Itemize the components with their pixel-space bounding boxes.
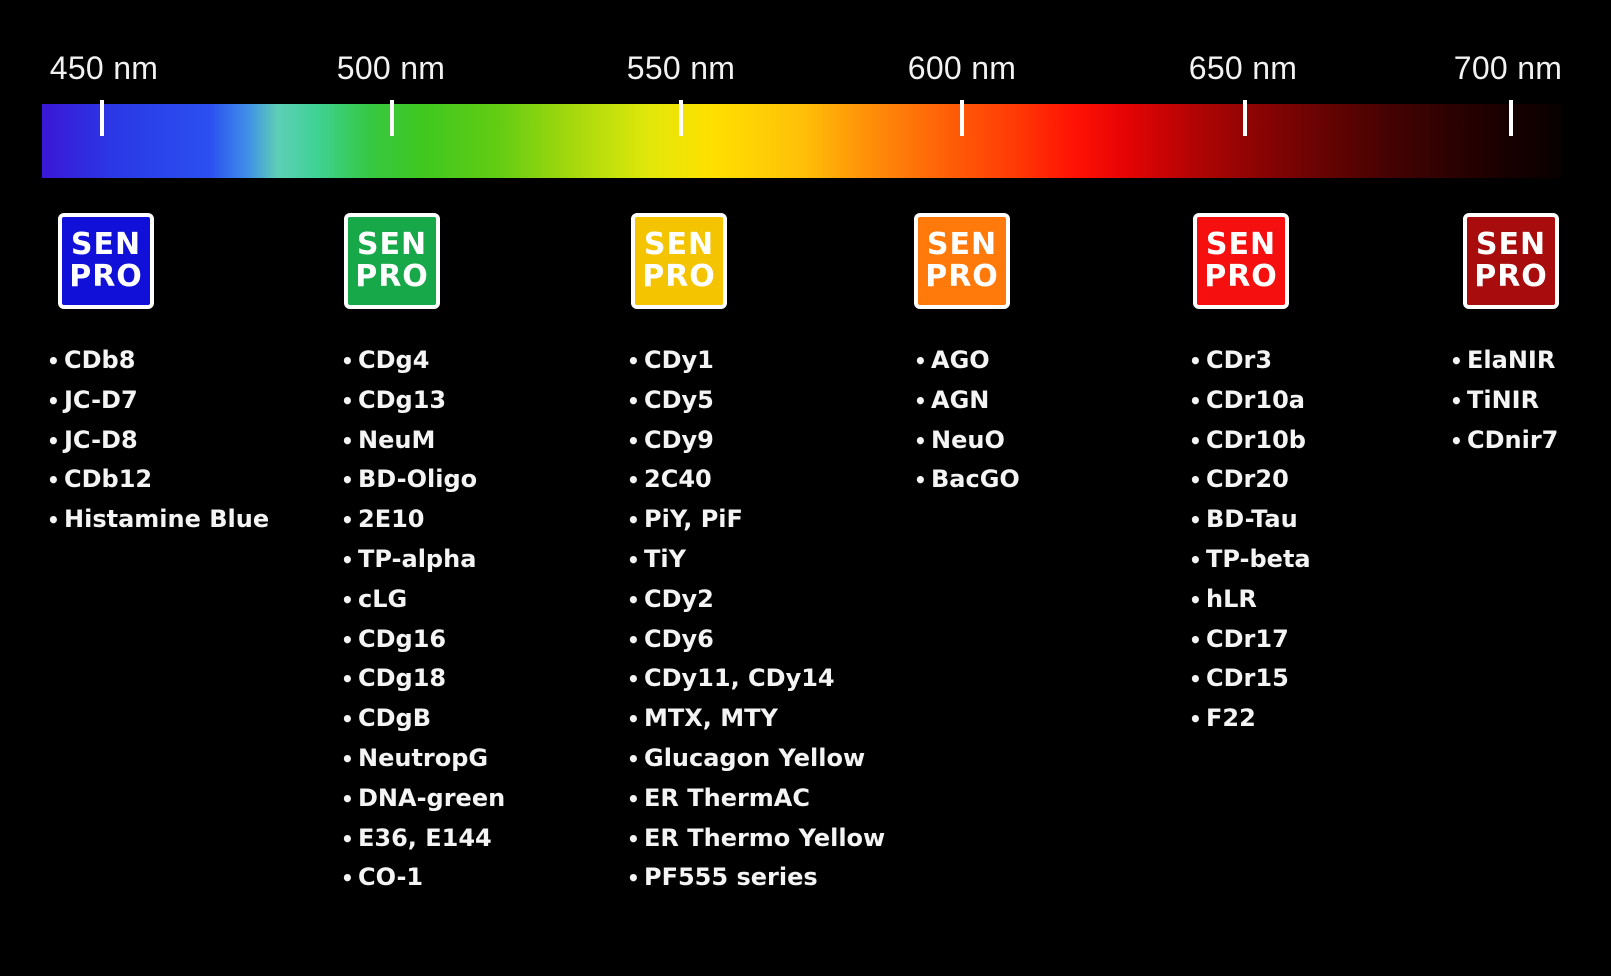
dye-list-item: ER Thermo Yellow (627, 821, 885, 861)
dye-list-item: CDy1 (627, 343, 885, 383)
dye-list-item: NeutropG (341, 741, 505, 781)
badge-line1: SEN (643, 227, 715, 262)
dye-list-item: CDnir7 (1450, 423, 1558, 463)
dye-list-item: CDy9 (627, 423, 885, 463)
dye-list-item: 2E10 (341, 502, 505, 542)
badge-line2: PRO (355, 259, 429, 294)
dye-list-item: NeuO (914, 423, 1020, 463)
badge-line1: SEN (70, 227, 142, 262)
color-spectrum-bar (42, 104, 1562, 178)
dye-list-orange: AGOAGNNeuOBacGO (914, 343, 1020, 502)
wavelength-label-500: 500 nm (336, 50, 446, 86)
dye-list-green: CDg4CDg13NeuMBD-Oligo2E10TP-alphacLGCDg1… (341, 343, 505, 900)
dye-list-item: CDr20 (1189, 462, 1311, 502)
senpro-badge-green: SEN PRO (344, 213, 440, 309)
dye-list-item: CDy2 (627, 582, 885, 622)
dye-list-item: TP-alpha (341, 542, 505, 582)
wavelength-label-550: 550 nm (626, 50, 736, 86)
senpro-badge-yellow: SEN PRO (631, 213, 727, 309)
dye-list-item: CDy5 (627, 383, 885, 423)
dye-list-item: CDg16 (341, 622, 505, 662)
dye-list-item: CDy11, CDy14 (627, 661, 885, 701)
badge-line1: SEN (1205, 227, 1277, 262)
dye-list-item: CDy6 (627, 622, 885, 662)
dye-list-item: hLR (1189, 582, 1311, 622)
dye-list-darkred: ElaNIRTiNIRCDnir7 (1450, 343, 1558, 462)
wavelength-label-450: 450 nm (49, 50, 159, 86)
dye-list-red: CDr3CDr10aCDr10bCDr20BD-TauTP-betahLRCDr… (1189, 343, 1311, 741)
dye-list-item: F22 (1189, 701, 1311, 741)
dye-list-item: ElaNIR (1450, 343, 1558, 383)
tick-mark-700 (1509, 100, 1513, 136)
tick-mark-450 (100, 100, 104, 136)
dye-list-item: TiY (627, 542, 885, 582)
dye-list-item: MTX, MTY (627, 701, 885, 741)
tick-mark-500 (390, 100, 394, 136)
dye-list-item: BD-Oligo (341, 462, 505, 502)
tick-mark-550 (679, 100, 683, 136)
tick-mark-600 (960, 100, 964, 136)
dye-list-blue: CDb8JC-D7JC-D8CDb12Histamine Blue (47, 343, 269, 542)
wavelength-label-600: 600 nm (907, 50, 1017, 86)
wavelength-label-650: 650 nm (1188, 50, 1298, 86)
dye-list-item: CO-1 (341, 860, 505, 900)
dye-list-item: PiY, PiF (627, 502, 885, 542)
badge-line2: PRO (69, 259, 143, 294)
badge-line1: SEN (1475, 227, 1547, 262)
dye-list-item: JC-D7 (47, 383, 269, 423)
dye-list-item: PF555 series (627, 860, 885, 900)
senpro-badge-red: SEN PRO (1193, 213, 1289, 309)
badge-line1: SEN (926, 227, 998, 262)
dye-list-item: DNA-green (341, 781, 505, 821)
dye-list-item: Glucagon Yellow (627, 741, 885, 781)
dye-list-item: E36, E144 (341, 821, 505, 861)
dye-list-item: CDr3 (1189, 343, 1311, 383)
badge-line2: PRO (925, 259, 999, 294)
dye-list-item: AGO (914, 343, 1020, 383)
dye-list-item: ER ThermAC (627, 781, 885, 821)
wavelength-label-700: 700 nm (1453, 50, 1563, 86)
dye-list-item: BacGO (914, 462, 1020, 502)
dye-list-item: TiNIR (1450, 383, 1558, 423)
dye-list-item: CDb12 (47, 462, 269, 502)
badge-line2: PRO (1204, 259, 1278, 294)
dye-list-item: CDg18 (341, 661, 505, 701)
badge-line1: SEN (356, 227, 428, 262)
dye-list-item: CDr17 (1189, 622, 1311, 662)
dye-list-item: CDr15 (1189, 661, 1311, 701)
badge-line2: PRO (1474, 259, 1548, 294)
tick-mark-650 (1243, 100, 1247, 136)
senpro-badge-darkred: SEN PRO (1463, 213, 1559, 309)
dye-list-item: NeuM (341, 423, 505, 463)
senpro-badge-orange: SEN PRO (914, 213, 1010, 309)
dye-list-item: CDr10a (1189, 383, 1311, 423)
badge-line2: PRO (642, 259, 716, 294)
dye-list-item: CDb8 (47, 343, 269, 383)
dye-list-item: JC-D8 (47, 423, 269, 463)
dye-list-item: CDgB (341, 701, 505, 741)
dye-list-item: cLG (341, 582, 505, 622)
dye-list-item: CDg13 (341, 383, 505, 423)
dye-list-item: TP-beta (1189, 542, 1311, 582)
senpro-badge-blue: SEN PRO (58, 213, 154, 309)
dye-list-item: AGN (914, 383, 1020, 423)
dye-list-item: BD-Tau (1189, 502, 1311, 542)
dye-list-yellow: CDy1CDy5CDy92C40PiY, PiFTiYCDy2CDy6CDy11… (627, 343, 885, 900)
dye-list-item: CDg4 (341, 343, 505, 383)
dye-list-item: 2C40 (627, 462, 885, 502)
dye-list-item: CDr10b (1189, 423, 1311, 463)
dye-list-item: Histamine Blue (47, 502, 269, 542)
